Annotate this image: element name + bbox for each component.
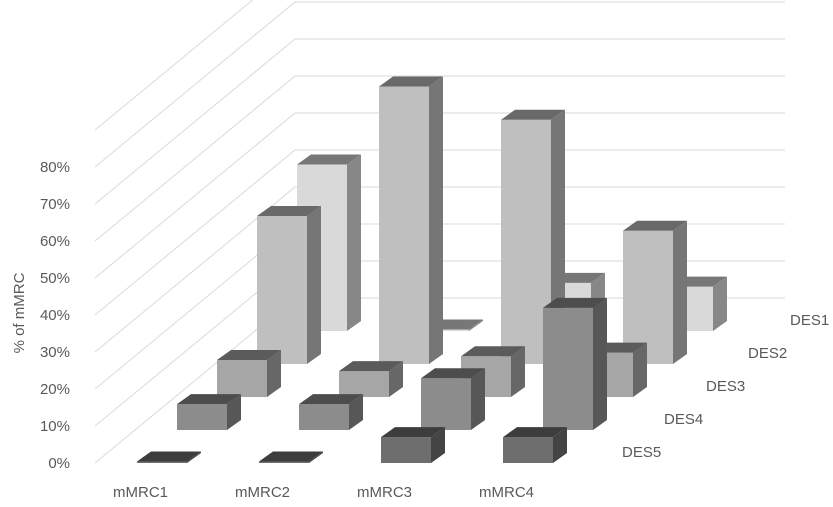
gridline (94, 38, 785, 205)
gridline (94, 149, 785, 316)
bar-front (177, 404, 227, 430)
series-label: DES5 (622, 444, 661, 461)
bar-top (503, 427, 567, 438)
bar-side (511, 346, 525, 397)
bar-side (347, 154, 361, 331)
bar (623, 220, 687, 364)
bar-front (543, 307, 593, 430)
y-tick-label: 60% (40, 233, 70, 250)
x-category-label: mMRC4 (479, 484, 534, 501)
bar-side (429, 76, 443, 364)
bar-front (217, 360, 267, 397)
bar-front (623, 230, 673, 364)
bar-front (421, 378, 471, 430)
bar-front (339, 371, 389, 397)
bar-side (593, 297, 607, 430)
bar-side (267, 350, 281, 397)
bar-side (471, 368, 485, 430)
bar-side (673, 220, 687, 364)
bar (461, 346, 525, 397)
y-axis-title: % of mMRC (11, 272, 28, 353)
bar (259, 451, 323, 463)
gridline (94, 1, 785, 168)
bar-side (553, 427, 567, 463)
bar-front (503, 437, 553, 463)
y-tick-label: 70% (40, 196, 70, 213)
y-tick-label: 80% (40, 159, 70, 176)
bar-top (217, 350, 281, 360)
bar-side (309, 451, 323, 463)
gridline (94, 0, 254, 131)
bar-side (227, 394, 241, 430)
bar (381, 427, 445, 463)
bar-top (339, 361, 403, 372)
x-category-label: mMRC2 (235, 484, 290, 501)
bar-top (421, 368, 485, 379)
bar-top (297, 154, 361, 165)
bar-front (379, 86, 429, 364)
bar-top (381, 427, 445, 438)
y-tick-label: 0% (48, 455, 70, 472)
bar (543, 297, 607, 430)
bar-side (349, 394, 363, 430)
bar-front (137, 461, 187, 463)
bar-top (461, 346, 525, 357)
bar-top (543, 297, 607, 308)
x-category-label: mMRC3 (357, 484, 412, 501)
bar (379, 76, 443, 364)
bar-top (137, 451, 201, 462)
bar-side (469, 319, 483, 331)
bar-top (259, 451, 323, 462)
bars (137, 76, 727, 463)
x-category-label: mMRC1 (113, 484, 168, 501)
bar-top (501, 109, 565, 120)
bar-side (633, 342, 647, 397)
bar-top (299, 394, 363, 405)
gridline (94, 186, 785, 353)
y-tick-label: 20% (40, 381, 70, 398)
series-label: DES3 (706, 378, 745, 395)
bar-side (307, 206, 321, 364)
series-label: DES2 (748, 345, 787, 362)
bar-front (259, 461, 309, 463)
y-tick-label: 50% (40, 270, 70, 287)
bar (421, 368, 485, 430)
bar (257, 206, 321, 364)
bar (137, 451, 201, 463)
bar-top (177, 394, 241, 405)
bar-front (501, 119, 551, 364)
y-tick-labels: 0% 10% 20% 30% 40% 50% 60% 70% 80% (40, 159, 70, 472)
bar-top (257, 206, 321, 216)
bar (217, 350, 281, 397)
bar-front (419, 329, 469, 331)
y-tick-label: 40% (40, 307, 70, 324)
bar (503, 427, 567, 463)
y-tick-label: 10% (40, 418, 70, 435)
bar-side (713, 276, 727, 331)
bar-side (431, 427, 445, 463)
bar-side (389, 361, 403, 397)
y-tick-label: 30% (40, 344, 70, 361)
bar-front (381, 437, 431, 463)
gridline (94, 112, 785, 279)
series-label: DES4 (664, 411, 703, 428)
bar-front (299, 404, 349, 430)
series-label: DES1 (790, 312, 829, 329)
gridline (94, 75, 785, 242)
bar-top (623, 220, 687, 231)
bar-side (187, 451, 201, 463)
bar (299, 394, 363, 430)
bar (339, 361, 403, 397)
gridlines (94, 0, 785, 464)
bar-front (257, 216, 307, 364)
x-category-labels: mMRC1 mMRC2 mMRC3 mMRC4 (113, 484, 534, 501)
bar-top (379, 76, 443, 87)
bar (177, 394, 241, 430)
